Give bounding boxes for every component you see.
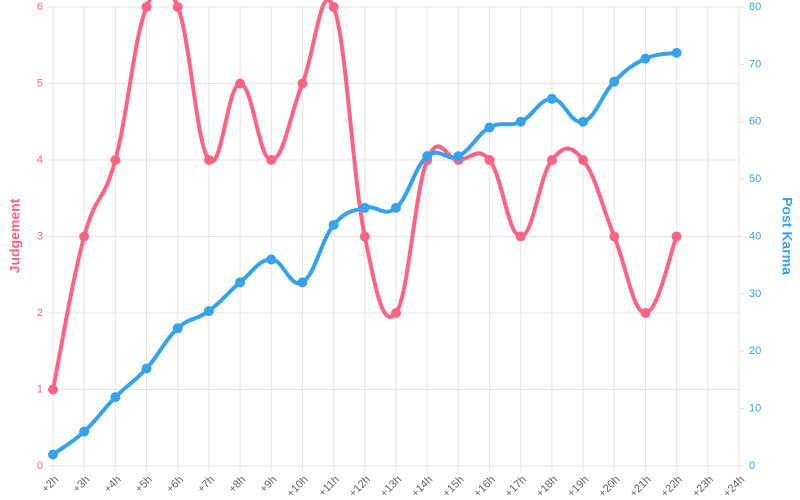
y2-tick-label: 80 bbox=[749, 1, 761, 13]
data-point bbox=[671, 47, 682, 58]
x-tick-label: +22h bbox=[659, 474, 685, 500]
x-tick-label: +7h bbox=[195, 474, 217, 496]
data-point bbox=[266, 155, 277, 165]
x-tick-label: +6h bbox=[164, 474, 186, 496]
x-tick-label: +3h bbox=[71, 474, 93, 496]
data-point bbox=[422, 151, 433, 162]
x-tick-label: +20h bbox=[596, 474, 622, 500]
data-point bbox=[609, 76, 620, 87]
data-point bbox=[266, 254, 277, 265]
y2-tick-label: 60 bbox=[749, 116, 761, 128]
data-point bbox=[484, 122, 495, 133]
x-tick-label: +14h bbox=[409, 474, 435, 500]
data-point bbox=[515, 231, 526, 242]
y2-tick-label: 20 bbox=[749, 345, 761, 357]
x-tick-label: +24h bbox=[721, 474, 747, 500]
data-point bbox=[328, 2, 339, 12]
data-point bbox=[640, 53, 651, 64]
y2-tick-label: 0 bbox=[749, 460, 755, 472]
y2-axis-title: Post Karma bbox=[779, 197, 795, 275]
data-point bbox=[172, 2, 183, 12]
x-tick-label: +19h bbox=[565, 474, 591, 500]
data-point bbox=[578, 116, 589, 127]
y-tick-label: 1 bbox=[37, 383, 43, 395]
data-point bbox=[172, 323, 183, 334]
data-point bbox=[359, 231, 370, 242]
data-point bbox=[359, 202, 370, 213]
data-point bbox=[640, 308, 651, 318]
data-point bbox=[48, 384, 58, 395]
x-tick-label: +13h bbox=[378, 474, 404, 500]
data-point bbox=[141, 363, 152, 374]
y-tick-label: 4 bbox=[37, 154, 43, 166]
y2-tick-label: 70 bbox=[749, 58, 761, 70]
y-tick-label: 0 bbox=[37, 460, 43, 472]
x-tick-label: +17h bbox=[503, 474, 529, 500]
data-point bbox=[235, 277, 246, 288]
x-tick-label: +11h bbox=[316, 474, 341, 499]
data-point bbox=[203, 155, 214, 165]
data-point bbox=[391, 202, 401, 213]
y2-tick-label: 40 bbox=[749, 230, 761, 242]
data-point bbox=[48, 449, 58, 460]
data-point bbox=[484, 155, 495, 165]
x-tick-label: +15h bbox=[441, 474, 467, 500]
x-tick-label: +12h bbox=[347, 474, 373, 500]
data-point bbox=[297, 78, 308, 89]
data-point bbox=[671, 231, 682, 242]
y-axis-title: Judgement bbox=[7, 198, 23, 273]
x-tick-label: +5h bbox=[133, 474, 155, 496]
data-point bbox=[79, 426, 90, 437]
y-tick-label: 2 bbox=[37, 307, 43, 319]
data-point bbox=[297, 277, 308, 288]
data-point bbox=[235, 78, 246, 89]
x-tick-label: +16h bbox=[472, 474, 498, 500]
data-point bbox=[79, 231, 90, 242]
data-point bbox=[546, 93, 557, 104]
data-point bbox=[515, 116, 526, 127]
y-tick-label: 5 bbox=[37, 77, 43, 89]
data-point bbox=[578, 155, 589, 165]
y2-tick-label: 30 bbox=[749, 288, 761, 300]
x-tick-label: +21h bbox=[628, 474, 654, 500]
data-point bbox=[141, 2, 152, 12]
data-point bbox=[609, 231, 620, 242]
y-tick-label: 6 bbox=[37, 1, 43, 13]
x-tick-label: +23h bbox=[690, 474, 716, 500]
y2-tick-label: 50 bbox=[749, 173, 761, 185]
data-point bbox=[110, 392, 121, 403]
data-point bbox=[453, 151, 464, 162]
y2-tick-label: 10 bbox=[749, 403, 761, 415]
x-tick-label: +9h bbox=[258, 474, 280, 496]
data-point bbox=[110, 155, 121, 165]
data-point bbox=[203, 306, 214, 317]
data-point bbox=[391, 308, 401, 318]
x-tick-label: +18h bbox=[534, 474, 560, 500]
x-tick-label: +4h bbox=[102, 474, 124, 496]
x-tick-label: +10h bbox=[285, 474, 311, 500]
x-tick-label: +2h bbox=[39, 474, 61, 496]
x-tick-label: +8h bbox=[227, 474, 249, 496]
data-point bbox=[546, 155, 557, 165]
data-point bbox=[328, 220, 339, 231]
y-tick-label: 3 bbox=[37, 230, 43, 242]
